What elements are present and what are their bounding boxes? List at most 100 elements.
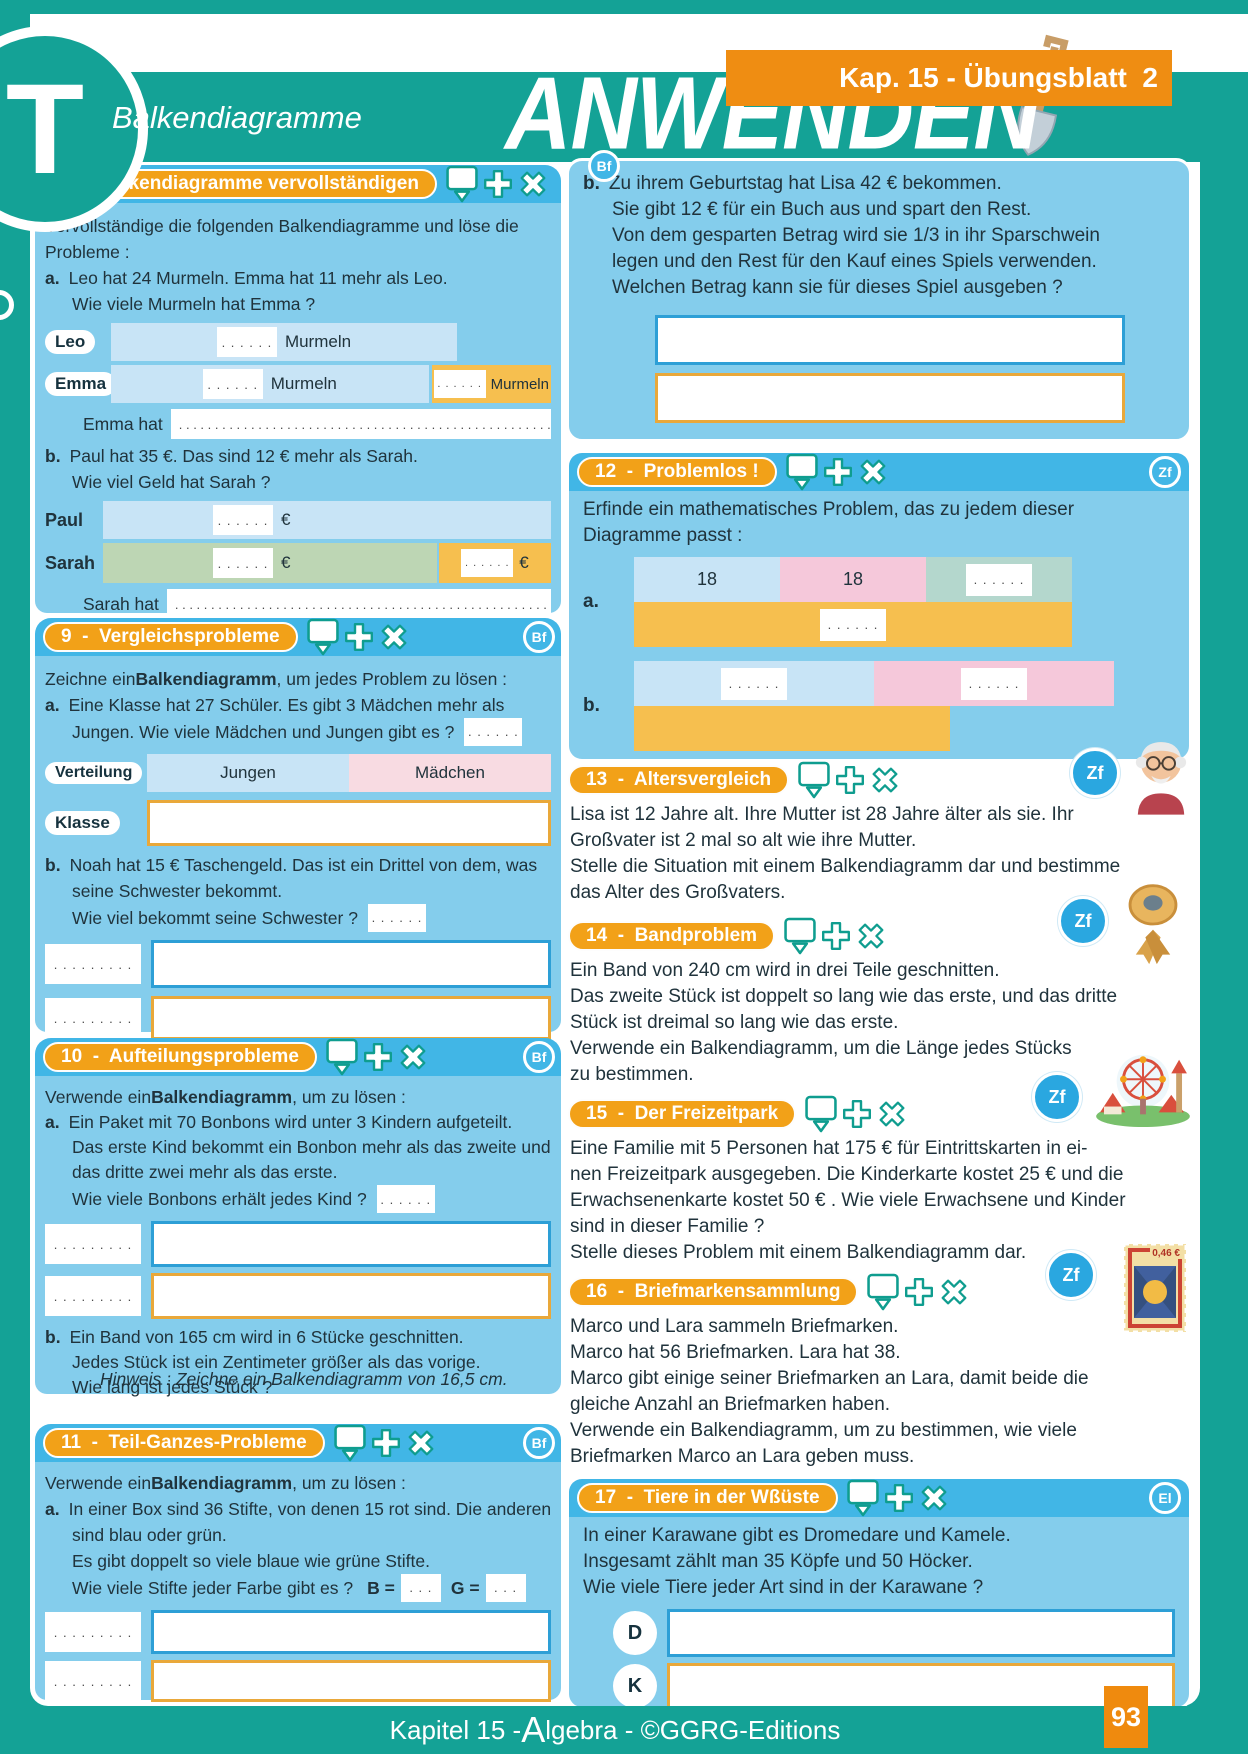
answer-box[interactable]: . . . bbox=[400, 1574, 441, 1602]
answer-row: . . . . . . . . . bbox=[45, 940, 551, 988]
ex11-a-line4: Wie viele Stifte jeder Farbe gibt es ? bbox=[72, 1578, 354, 1598]
answer-box[interactable]: . . . . . . bbox=[213, 505, 273, 535]
segment-pink: 18 bbox=[780, 557, 926, 602]
plus-icon bbox=[884, 1484, 913, 1512]
answer-box[interactable]: . . . . . . bbox=[202, 369, 263, 399]
ex10-a-line3: das dritte zwei mehr als das erste. bbox=[72, 1162, 338, 1182]
answer-line[interactable]: . . . . . . . . . . . . . . . . . . . . … bbox=[170, 409, 551, 439]
answer-box[interactable]: . . . . . . bbox=[461, 549, 514, 577]
answer-box[interactable]: . . . . . . bbox=[376, 1185, 435, 1213]
name-box[interactable]: . . . . . . . . . bbox=[45, 1612, 141, 1652]
exercise-17-icons bbox=[846, 1479, 950, 1518]
ex10-intro-bold: Balkendiagramm bbox=[151, 1087, 293, 1107]
name-box[interactable]: . . . . . . . . . bbox=[45, 1661, 141, 1701]
ex11-a-line3: Es gibt doppelt so viele blaue wie grüne… bbox=[72, 1551, 430, 1571]
answer-bar[interactable] bbox=[655, 315, 1125, 365]
pencil-icon bbox=[867, 1273, 900, 1311]
ex15-line5: Stelle dieses Problem mit einem Balkendi… bbox=[570, 1242, 1027, 1263]
ex8-intro-line2: Probleme : bbox=[45, 242, 130, 262]
ex9-a-line2: Jungen. Wie viele Mädchen und Jungen gib… bbox=[72, 722, 455, 742]
answer-box[interactable]: . . . . . . bbox=[820, 608, 886, 641]
answer-box[interactable]: . . . . . . bbox=[961, 667, 1027, 700]
exercise-11-title-pill: 11 - Teil-Ganzes-Probleme bbox=[43, 1427, 325, 1459]
ex10-b-line2: Jedes Stück ist ein Zentimeter größer al… bbox=[72, 1352, 481, 1372]
segment-value: 18 bbox=[696, 569, 718, 589]
answer-box[interactable]: . . . . . . bbox=[213, 548, 273, 578]
answer-bar[interactable] bbox=[151, 1610, 551, 1654]
exercise-12-header: 12 - Problemlos ! Zf bbox=[569, 453, 1189, 491]
exercise-9-panel: 9 - Vergleichsprobleme Bf Zeichne ein Ba… bbox=[35, 617, 561, 1040]
pencil-icon bbox=[326, 1038, 358, 1076]
answer-box[interactable]: . . . . . . bbox=[216, 327, 277, 357]
times-icon bbox=[860, 459, 886, 485]
exercise-17-panel: 17 - Tiere in der Wßüste El In einer Kar… bbox=[566, 1476, 1192, 1710]
name-box[interactable]: . . . . . . . . . bbox=[45, 944, 141, 984]
times-icon bbox=[858, 923, 884, 949]
exercise-14-icons bbox=[783, 916, 887, 956]
ex8b-line3: Von dem gesparten Betrag wird sie 1/3 in… bbox=[612, 225, 1100, 246]
d-label: D bbox=[613, 1611, 657, 1655]
times-icon bbox=[872, 767, 898, 793]
name-box[interactable]: . . . . . . . . . bbox=[45, 1224, 141, 1264]
unit-label: Murmeln bbox=[490, 375, 549, 393]
exercise-10-icons bbox=[325, 1037, 429, 1077]
bf-badge: Bf bbox=[523, 1427, 555, 1459]
exercise-17-header: 17 - Tiere in der Wßüste El bbox=[569, 1479, 1189, 1517]
times-icon bbox=[520, 171, 546, 197]
answer-box[interactable]: . . . . . . bbox=[433, 370, 486, 398]
answer-box[interactable]: . . . bbox=[485, 1574, 526, 1602]
logo-letter: T bbox=[5, 57, 85, 201]
sarah-hat-label: Sarah hat bbox=[83, 594, 159, 614]
exercise-9-icons bbox=[306, 617, 410, 657]
exercise-12-title-pill: 12 - Problemlos ! bbox=[577, 456, 777, 488]
name-box[interactable]: . . . . . . . . . bbox=[45, 1276, 141, 1316]
answer-row: . . . . . . . . . bbox=[45, 1221, 551, 1267]
ex12-b-label: b. bbox=[583, 695, 600, 716]
answer-bar[interactable] bbox=[655, 373, 1125, 423]
exercise-16-title-pill: 16 - Briefmarkensammlung bbox=[568, 1276, 859, 1308]
ex11-g-eq: G = bbox=[450, 1578, 480, 1598]
pencil-icon bbox=[446, 165, 478, 203]
answer-bar[interactable] bbox=[667, 1609, 1175, 1657]
stamp-illustration: 0,46 € bbox=[1122, 1240, 1188, 1341]
ex15-line3: Erwachsenenkarte kostet 50 € . Wie viele… bbox=[570, 1190, 1126, 1211]
maedchen-bar: Mädchen bbox=[348, 754, 551, 792]
ex10-a-label: a. bbox=[45, 1112, 60, 1132]
answer-bar[interactable] bbox=[667, 1663, 1175, 1707]
answer-bar[interactable] bbox=[151, 996, 551, 1040]
answer-box[interactable]: . . . . . . bbox=[721, 667, 787, 700]
footer-band bbox=[0, 1706, 1248, 1754]
plus-icon bbox=[822, 922, 851, 950]
ex10-a-line2: Das erste Kind bekommt ein Bonbon mehr a… bbox=[72, 1137, 551, 1157]
emma-extra-bar: . . . . . . Murmeln bbox=[431, 365, 551, 403]
answer-box[interactable]: . . . . . . bbox=[464, 718, 523, 746]
zf-badge: Zf bbox=[1058, 896, 1108, 946]
ex16-line6: Briefmarken Marco an Lara geben muss. bbox=[570, 1446, 915, 1467]
answer-bar[interactable] bbox=[151, 940, 551, 988]
ex16-line5: Verwende ein Balkendiagramm, um zu besti… bbox=[570, 1420, 1077, 1441]
emma-answer-row: Emma hat . . . . . . . . . . . . . . . .… bbox=[45, 409, 551, 439]
answer-bar[interactable] bbox=[151, 1660, 551, 1702]
exercise-16-text: Marco und Lara sammeln Briefmarken. Marc… bbox=[570, 1314, 1089, 1470]
paul-label: Paul bbox=[45, 509, 84, 530]
unit-label: Murmeln bbox=[284, 332, 352, 351]
answer-line[interactable]: . . . . . . . . . . . . . . . . . . . . … bbox=[166, 589, 551, 619]
answer-box[interactable]: . . . . . . bbox=[966, 563, 1032, 596]
ex11-b-eq: B = bbox=[367, 1578, 395, 1598]
ex14-line3: Stück ist dreimal so lang wie das erste. bbox=[570, 1012, 899, 1033]
answer-bar[interactable] bbox=[146, 800, 551, 846]
ex13-line3: Stelle die Situation mit einem Balkendia… bbox=[570, 856, 1121, 877]
name-box[interactable]: . . . . . . . . . bbox=[45, 998, 141, 1038]
footer-big-letter: A bbox=[521, 1709, 546, 1750]
pencil-icon bbox=[306, 618, 339, 656]
exercise-10-panel: 10 - Aufteilungsprobleme Bf Verwende ein… bbox=[35, 1037, 561, 1397]
ex9-intro-post: , um jedes Problem zu lösen : bbox=[276, 669, 508, 689]
ex17-line3: Wie viele Tiere jeder Art sind in der Ka… bbox=[583, 1577, 984, 1598]
answer-box[interactable]: . . . . . . bbox=[367, 904, 426, 932]
leo-label: Leo bbox=[45, 330, 96, 354]
answer-bar[interactable] bbox=[151, 1273, 551, 1319]
ex14-line5: zu bestimmen. bbox=[570, 1064, 694, 1085]
exercise-14-title-pill: 14 - Bandproblem bbox=[568, 920, 776, 952]
zf-badge: Zf bbox=[1032, 1072, 1082, 1122]
answer-bar[interactable] bbox=[151, 1221, 551, 1267]
